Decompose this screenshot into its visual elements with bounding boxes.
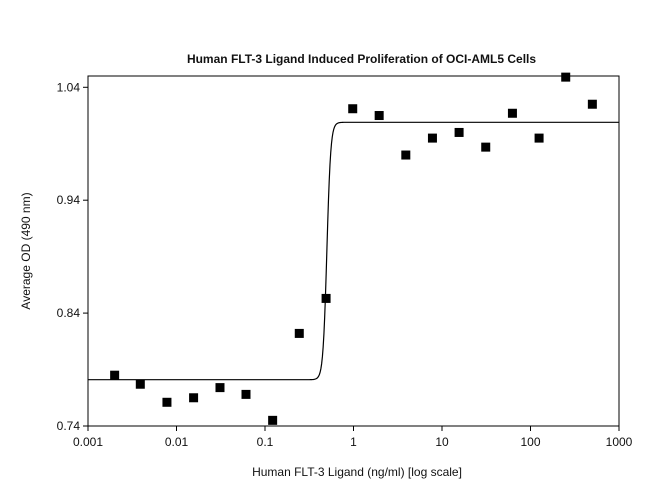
y-tick-label: 0.84 [57, 306, 81, 320]
data-point [534, 133, 544, 143]
data-point [374, 111, 384, 121]
x-tick-label: 0.1 [257, 435, 274, 449]
x-axis-label: Human FLT-3 Ligand (ng/ml) [log scale] [252, 465, 462, 479]
x-tick-label: 0.001 [73, 435, 103, 449]
data-points [110, 72, 597, 425]
x-tick-label: 1000 [606, 435, 633, 449]
data-point [348, 104, 358, 114]
y-axis-label: Average OD (490 nm) [19, 192, 33, 309]
x-tick-label: 10 [435, 435, 449, 449]
chart-title: Human FLT-3 Ligand Induced Proliferation… [187, 52, 536, 66]
y-tick-label: 0.94 [57, 193, 81, 207]
y-axis: 0.74 0.84 0.94 1.04 [57, 80, 88, 433]
data-point [481, 142, 491, 152]
data-point [587, 99, 597, 109]
data-point [241, 389, 251, 399]
data-point [294, 328, 304, 338]
data-point [321, 293, 331, 303]
x-tick-label: 100 [520, 435, 540, 449]
data-point [507, 108, 517, 118]
data-point [110, 370, 120, 380]
data-point [189, 393, 199, 403]
data-point [427, 133, 437, 143]
data-point [135, 379, 145, 389]
data-point [268, 415, 278, 425]
data-point [401, 150, 411, 160]
x-axis: 0.001 0.01 0.1 1 10 100 1000 [73, 426, 633, 449]
data-point [162, 397, 172, 407]
y-tick-label: 1.04 [57, 80, 81, 94]
y-tick-label: 0.74 [57, 419, 81, 433]
data-point [454, 127, 464, 137]
plot-area [87, 75, 620, 427]
fit-curve [88, 121, 619, 381]
x-tick-label: 1 [350, 435, 357, 449]
data-point [215, 383, 225, 393]
data-point [561, 72, 571, 82]
x-tick-label: 0.01 [165, 435, 189, 449]
